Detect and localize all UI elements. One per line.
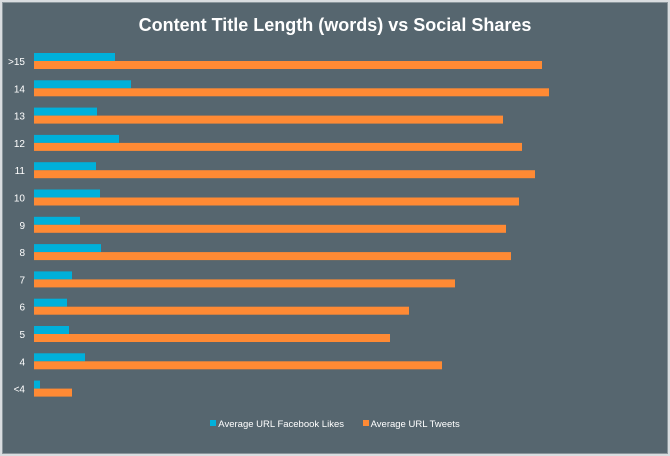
legend-swatch: [362, 420, 369, 426]
legend-label: Average URL Facebook Likes: [218, 419, 344, 430]
category-label: >15: [8, 57, 25, 68]
bar-tweets: [34, 279, 455, 288]
category-label: 10: [14, 194, 26, 205]
category-label: 5: [19, 330, 25, 341]
bar-facebook-likes: [34, 80, 131, 89]
bar-tweets: [34, 170, 535, 179]
legend: Average URL Facebook Likes Average URL T…: [3, 419, 667, 430]
category-label: 9: [19, 221, 25, 232]
bar-facebook-likes: [34, 107, 97, 116]
bar-tweets: [34, 306, 409, 315]
bar-tweets: [34, 224, 506, 233]
bar-facebook-likes: [34, 244, 101, 253]
bar-tweets: [34, 142, 522, 151]
category-label: 8: [19, 248, 25, 259]
bar-tweets: [34, 334, 390, 342]
bar-tweets: [34, 61, 542, 69]
bar-facebook-likes: [34, 189, 100, 198]
legend-item-facebook: Average URL Facebook Likes: [210, 419, 344, 430]
bar-tweets: [34, 388, 72, 397]
category-label: 4: [19, 357, 25, 368]
plot-area: >15 14 13 12 11 10 9 8 7 6 5 4 <4: [8, 53, 549, 397]
category-label: 13: [14, 112, 26, 123]
legend-label: Average URL Tweets: [370, 419, 460, 430]
category-label: 11: [15, 166, 26, 177]
legend-swatch: [210, 420, 217, 426]
bar-facebook-likes: [34, 380, 40, 389]
legend-item-tweets: Average URL Tweets: [362, 419, 460, 430]
bar-facebook-likes: [34, 216, 80, 225]
bar-facebook-likes: [34, 53, 115, 61]
category-label: 7: [19, 275, 25, 286]
bar-tweets: [34, 88, 549, 97]
category-label: 12: [14, 139, 26, 150]
chart-title: Content Title Length (words) vs Social S…: [138, 15, 532, 35]
bar-facebook-likes: [34, 298, 67, 307]
bar-tweets: [34, 361, 442, 370]
bar-facebook-likes: [34, 326, 69, 334]
category-label: 6: [19, 303, 25, 314]
bar-facebook-likes: [34, 353, 85, 362]
bar-tweets: [34, 115, 503, 124]
bar-facebook-likes: [34, 162, 96, 171]
bar-tweets: [34, 197, 519, 206]
bar-facebook-likes: [34, 134, 119, 143]
bar-tweets: [34, 252, 511, 261]
bar-facebook-likes: [34, 271, 72, 280]
category-label: 14: [14, 84, 26, 95]
category-label: <4: [14, 385, 26, 396]
